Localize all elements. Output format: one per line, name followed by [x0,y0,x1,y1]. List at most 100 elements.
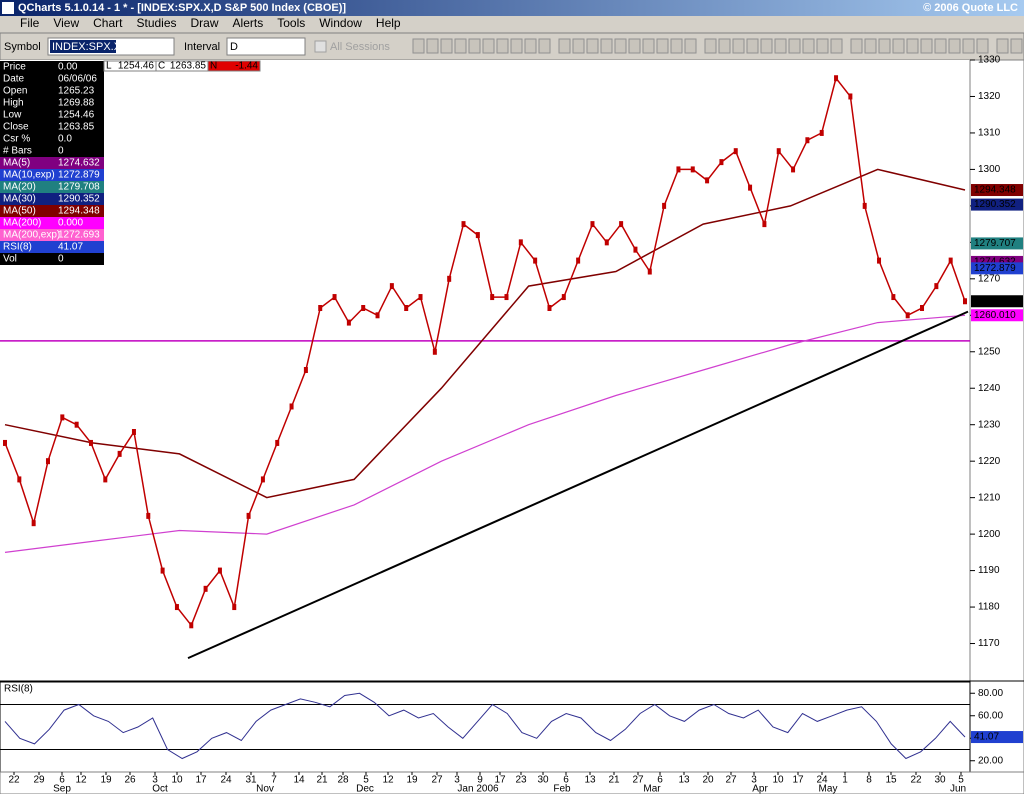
tool-icon[interactable] [628,38,641,54]
price-label-box [971,295,1023,308]
data-row-label: High [3,98,24,109]
menu-item[interactable]: View [53,16,79,30]
close-marker [375,312,380,319]
tool-icon[interactable] [1010,38,1023,54]
x-tick-label: 5 [958,775,964,786]
tool-icon[interactable] [482,38,495,54]
price-label: 1290.352 [974,199,1016,210]
close-marker [604,239,609,246]
tool-icon[interactable] [760,38,773,54]
close-marker [705,177,710,184]
x-tick-label: 14 [293,775,305,786]
tool-icon[interactable] [788,38,801,54]
close-marker [475,232,480,239]
x-tick-label: 8 [866,775,872,786]
menu-item[interactable]: Draw [191,16,219,30]
tool-icon[interactable] [864,38,877,54]
tool-icon[interactable] [920,38,933,54]
x-tick-label: 17 [494,775,506,786]
tool-icon[interactable] [802,38,815,54]
data-row-label: Open [3,86,27,97]
close-marker [690,166,695,173]
close-marker [834,75,839,82]
tool-icon[interactable] [850,38,863,54]
interval-box[interactable] [226,37,306,56]
data-row-label: Close [3,122,29,133]
tool-icon[interactable] [934,38,947,54]
x-tick-label: 29 [33,775,45,786]
symbol-value: INDEX:SPX.X [52,41,122,53]
tool-icon[interactable] [440,38,453,54]
tool-icon[interactable] [718,38,731,54]
tool-icon[interactable] [454,38,467,54]
data-row-label: Vol [3,254,17,265]
tool-icon[interactable] [704,38,717,54]
tool-icon[interactable] [746,38,759,54]
tool-icon[interactable] [732,38,745,54]
data-row [0,145,104,157]
data-row [0,85,104,97]
x-tick-label: 3 [152,775,158,786]
x-tick-label: 6 [563,775,569,786]
y-tick-label: 1190 [978,565,1000,576]
tool-icon[interactable] [656,38,669,54]
tool-icon[interactable] [774,38,787,54]
close-marker [547,305,552,311]
tool-icon[interactable] [684,38,697,54]
tool-icon[interactable] [468,38,481,54]
month-label: Apr [752,784,768,794]
month-label: Dec [356,784,374,794]
rsi-tick-label: 60.00 [978,710,1003,721]
close-marker [88,439,93,446]
close-marker [561,294,566,301]
x-tick-label: 30 [537,775,549,786]
tool-icon[interactable] [524,38,537,54]
data-row-label: MA(200) [3,218,41,229]
tool-icon[interactable] [670,38,683,54]
menu-item[interactable]: File [20,16,40,30]
tool-icon[interactable] [586,38,599,54]
rsi-line [4,692,966,760]
close-marker [619,221,624,228]
ma200-line [4,314,966,553]
tool-icons [412,38,1023,54]
sessions-checkbox[interactable] [314,40,327,53]
trendline [187,310,969,660]
tool-icon[interactable] [614,38,627,54]
tool-icon[interactable] [948,38,961,54]
menu-item[interactable]: Alerts [233,16,264,30]
title-bar [0,0,1024,16]
tool-icon[interactable] [558,38,571,54]
tool-icon[interactable] [538,38,551,54]
tool-icon[interactable] [510,38,523,54]
tool-icon[interactable] [600,38,613,54]
close-marker [748,184,753,191]
menu-item[interactable]: Help [376,16,401,30]
menu-item[interactable]: Chart [93,16,123,30]
tool-icon[interactable] [816,38,829,54]
close-marker [3,439,7,446]
tool-icon[interactable] [962,38,975,54]
menu-item[interactable]: Tools [277,16,305,30]
tool-icon[interactable] [830,38,843,54]
tool-icon[interactable] [496,38,509,54]
tool-icon[interactable] [906,38,919,54]
tool-icon[interactable] [426,38,439,54]
tool-icon[interactable] [412,38,425,54]
tool-icon[interactable] [996,38,1009,54]
tool-icon[interactable] [572,38,585,54]
tool-icon[interactable] [892,38,905,54]
close-marker [174,604,179,611]
x-tick-label: 19 [406,775,418,786]
rsi-tick-label: 80.00 [978,688,1003,699]
tool-icon[interactable] [976,38,989,54]
close-marker [934,283,939,290]
menu-item[interactable]: Studies [136,16,176,30]
close-marker [647,268,652,275]
data-row-value: 0.0 [58,134,72,145]
menu-item[interactable]: Window [319,16,362,30]
tool-icon[interactable] [878,38,891,54]
tool-icon[interactable] [642,38,655,54]
close-marker [461,221,466,228]
